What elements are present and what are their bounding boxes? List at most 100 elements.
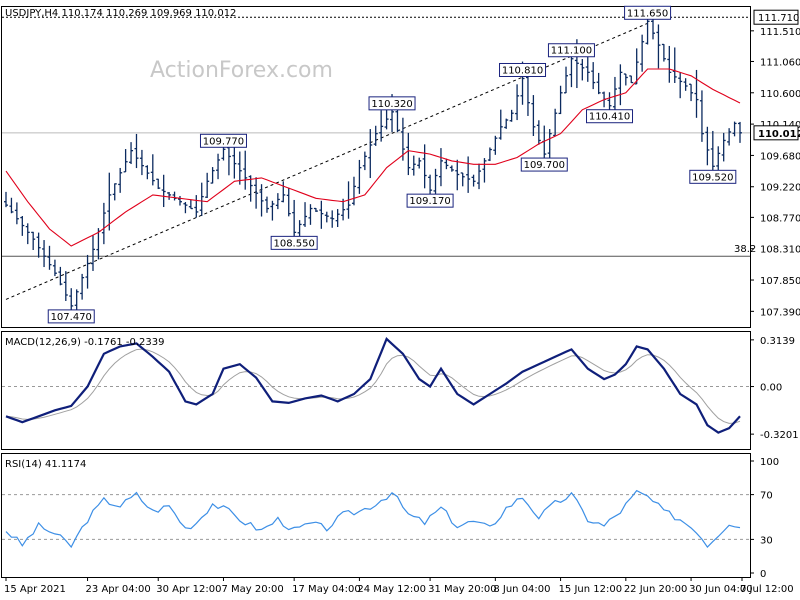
swing-label: 109.520 <box>689 169 737 184</box>
ohlc-bar <box>123 149 128 173</box>
time-tick-label: 7 May 20:00 <box>221 584 283 595</box>
ohlc-bar <box>335 209 340 228</box>
price-tick-label: 109.680 <box>760 151 800 162</box>
ohlc-bar <box>699 90 704 142</box>
ohlc-bar <box>292 199 297 241</box>
swing-label-text: 109.770 <box>203 136 244 147</box>
swing-label-box <box>47 309 95 324</box>
ohlc-bar <box>449 165 454 172</box>
ohlc-bar <box>487 147 492 162</box>
rsi-pane <box>1 453 751 578</box>
time-tick-label: 23 Apr 04:00 <box>86 584 151 595</box>
swing-label-text: 111.100 <box>551 46 592 57</box>
ohlc-bar <box>275 193 280 210</box>
ohlc-bar <box>612 76 617 110</box>
ohlc-bar <box>58 266 63 286</box>
swing-label-text: 109.520 <box>692 172 733 183</box>
ohlc-bar <box>237 151 242 185</box>
ohlc-bar <box>651 16 656 40</box>
ohlc-bar <box>689 83 694 102</box>
price-tick-label: 107.850 <box>760 276 800 287</box>
ohlc-bar <box>678 72 683 99</box>
ohlc-bar <box>319 200 324 229</box>
price-tick-label: 109.220 <box>760 183 800 194</box>
ohlc-bar <box>607 92 612 111</box>
ohlc-bar <box>254 177 259 209</box>
ohlc-bar <box>145 165 150 180</box>
ohlc-bar <box>156 178 161 190</box>
price-tick-label: 110.600 <box>760 89 800 100</box>
ohlc-bar <box>553 108 558 137</box>
ohlc-bar <box>732 121 737 137</box>
swing-label: 110.410 <box>586 109 634 124</box>
ohlc-bar <box>422 144 427 189</box>
ohlc-bar <box>640 34 645 72</box>
swing-label-box <box>499 62 547 77</box>
price-tick-label: 108.770 <box>760 213 800 224</box>
ohlc-bar <box>259 184 264 217</box>
macd-tick-label: 0.00 <box>760 383 782 394</box>
ohlc-bar <box>210 167 215 184</box>
price-tick-label: 108.310 <box>760 245 800 256</box>
ohlc-bar <box>362 151 367 171</box>
ohlc-bar <box>460 172 465 187</box>
rsi-tick-label: 70 <box>760 491 773 502</box>
ohlc-bar <box>216 153 221 180</box>
ohlc-bar <box>536 120 541 145</box>
ohlc-bar <box>558 85 563 115</box>
ohlc-bar <box>118 167 123 193</box>
time-tick-label: 31 May 20:00 <box>428 584 497 595</box>
ohlc-bar <box>438 148 443 187</box>
ohlc-bar <box>330 210 335 228</box>
swing-label-box <box>624 5 672 20</box>
ohlc-bar <box>101 202 106 245</box>
ohlc-bar <box>509 109 514 122</box>
ohlc-bar <box>417 157 422 169</box>
ohlc-bar <box>194 195 199 218</box>
ohlc-bar <box>672 47 677 83</box>
ohlc-bar <box>661 43 666 62</box>
ohlc-bar <box>623 73 628 86</box>
swing-label: 109.170 <box>406 193 454 208</box>
time-tick-label: 30 Apr 12:00 <box>156 584 221 595</box>
ohlc-bar <box>139 149 144 176</box>
ohlc-bar <box>270 200 275 221</box>
swing-label-text: 109.700 <box>524 160 565 171</box>
time-tick-label: 24 May 12:00 <box>357 584 426 595</box>
ohlc-bar <box>373 125 378 146</box>
ohlc-bar <box>129 142 134 165</box>
ohlc-bar <box>580 59 585 81</box>
ohlc-bar <box>433 168 438 199</box>
time-tick-label: 15 Apr 2021 <box>4 584 66 595</box>
swing-label-text: 111.650 <box>627 8 668 19</box>
ohlc-bar <box>721 132 726 162</box>
ohlc-bar <box>738 121 742 143</box>
ohlc-bar <box>31 231 36 250</box>
ohlc-bar <box>357 159 362 194</box>
ohlc-bar <box>243 150 248 190</box>
rsi-tick-label: 100 <box>760 457 779 468</box>
swing-label: 109.700 <box>520 157 568 172</box>
rsi-line <box>5 489 741 549</box>
resistance-tag-label: 111.710 <box>758 13 799 24</box>
time-tick-label: 30 Jun 04:00 <box>689 584 753 595</box>
ohlc-bar <box>47 245 52 270</box>
symbol-header: USDJPY,H4 110.174 110.269 109.969 110.01… <box>5 8 236 19</box>
ohlc-bar <box>308 204 313 225</box>
ohlc-bar <box>4 191 8 208</box>
ohlc-bar <box>177 195 182 206</box>
swing-label: 111.100 <box>547 43 595 58</box>
ohlc-bar <box>596 72 601 95</box>
ohlc-bar <box>471 174 476 187</box>
ohlc-bar <box>80 273 85 300</box>
current-price-tag-label: 110.012 <box>758 129 800 140</box>
ohlc-bar <box>286 187 291 217</box>
swing-label-box <box>520 157 568 172</box>
ohlc-bar <box>400 117 405 161</box>
moving-average-line <box>5 68 741 247</box>
swing-label-text: 108.550 <box>273 238 314 249</box>
rsi-label: RSI(14) 41.1174 <box>5 459 86 470</box>
ohlc-bar <box>351 176 356 206</box>
swing-label-box <box>547 43 595 58</box>
swing-label: 111.650 <box>624 5 672 20</box>
